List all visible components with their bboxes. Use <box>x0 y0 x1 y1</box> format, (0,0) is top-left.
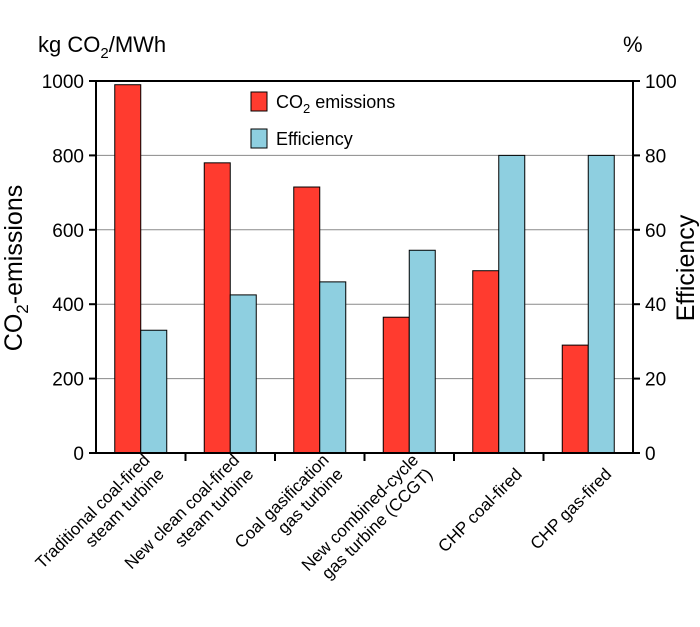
x-axis-ticks <box>184 453 545 461</box>
left-axis-unit: kg CO2/MWh <box>38 32 166 62</box>
legend-label-co2: CO2 emissions <box>276 92 395 116</box>
bar-efficiency <box>140 329 168 454</box>
right-tick-label: 20 <box>645 370 666 391</box>
bars <box>114 84 615 454</box>
left-axis-title: CO2-emissions <box>0 185 32 351</box>
right-tick-label: 80 <box>645 146 666 167</box>
right-tick-label: 60 <box>645 221 666 242</box>
left-axis-ticks: 0 200 400 600 800 1000 <box>42 72 96 465</box>
bar-efficiency <box>587 154 615 454</box>
bar-efficiency <box>408 249 436 454</box>
bar-co2-emissions <box>561 344 589 454</box>
right-tick-label: 0 <box>645 444 656 465</box>
plot-frame <box>95 80 634 454</box>
legend-swatch-efficiency <box>250 128 268 149</box>
right-axis-title: Efficiency <box>672 214 700 321</box>
right-tick-label: 100 <box>645 72 677 93</box>
left-tick-label: 0 <box>73 444 84 465</box>
bar-efficiency <box>498 154 526 454</box>
right-axis-unit: % <box>623 32 643 57</box>
legend: CO2 emissions Efficiency <box>250 91 395 149</box>
left-tick-label: 400 <box>52 295 84 316</box>
category-label: CHP gas-fired <box>527 465 616 554</box>
bar-co2-emissions <box>472 270 500 454</box>
bar-co2-emissions <box>114 84 142 454</box>
legend-label-efficiency: Efficiency <box>276 129 353 149</box>
left-tick-label: 200 <box>52 370 84 391</box>
bar-co2-emissions <box>382 316 410 454</box>
left-tick-label: 1000 <box>42 72 84 93</box>
bar-co2-emissions <box>293 186 321 454</box>
left-tick-label: 800 <box>52 146 84 167</box>
left-tick-label: 600 <box>52 221 84 242</box>
bar-co2-emissions <box>203 162 231 454</box>
bar-efficiency <box>229 294 257 454</box>
bar-efficiency <box>319 281 347 454</box>
right-axis-ticks: 0 20 40 60 80 100 <box>633 72 677 465</box>
category-label: CHP coal-fired <box>434 465 525 556</box>
gridlines <box>96 154 633 380</box>
legend-swatch-co2 <box>250 91 268 112</box>
right-tick-label: 40 <box>645 295 666 316</box>
